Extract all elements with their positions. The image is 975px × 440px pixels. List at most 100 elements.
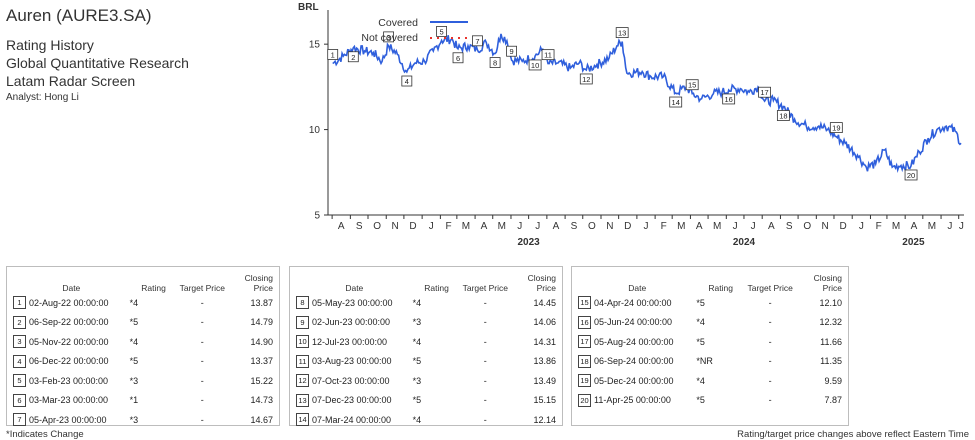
rating-marker-box bbox=[541, 49, 555, 61]
y-axis-unit-label: BRL bbox=[298, 2, 319, 13]
table-row: 15 04-Apr-24 00:00:00 *5-12.10 bbox=[578, 293, 842, 313]
x-month-label: N bbox=[822, 221, 829, 232]
header-date: Date bbox=[62, 283, 81, 293]
rating-marker-label: 7 bbox=[475, 37, 479, 46]
rating-marker-label: 5 bbox=[439, 27, 443, 36]
x-year-label: 2025 bbox=[902, 237, 925, 248]
x-month-label: M bbox=[713, 221, 721, 232]
y-tick-label: 5 bbox=[314, 211, 320, 222]
row-number-box: 19 bbox=[578, 374, 591, 388]
row-number-box: 15 bbox=[578, 296, 591, 310]
row-number-box: 10 bbox=[296, 335, 309, 349]
row-date: 05-Nov-22 00:00:00 bbox=[29, 336, 109, 347]
row-target-price: - bbox=[768, 356, 772, 367]
x-month-label: M bbox=[677, 221, 685, 232]
row-date: 12-Jul-23 00:00:00 bbox=[312, 336, 388, 347]
table-row: 14 07-Mar-24 00:00:00 *4-12.14 bbox=[296, 410, 556, 430]
x-month-label: A bbox=[338, 221, 345, 232]
rating-marker-box bbox=[506, 45, 517, 57]
row-date-cell: 9 02-Jun-23 00:00:00 bbox=[296, 315, 413, 329]
row-date-cell: 3 05-Nov-22 00:00:00 bbox=[13, 335, 130, 349]
row-target-price: - bbox=[483, 297, 487, 308]
row-number-box: 8 bbox=[296, 296, 309, 310]
row-date-cell: 16 05-Jun-24 00:00:00 bbox=[578, 315, 696, 329]
row-date-cell: 14 07-Mar-24 00:00:00 bbox=[296, 413, 413, 427]
rating-marker-label: 6 bbox=[456, 54, 460, 63]
rating-marker-box bbox=[327, 49, 339, 60]
header-date: Date bbox=[628, 283, 647, 293]
rating-marker-box bbox=[722, 93, 736, 105]
header-rating: Rating bbox=[424, 283, 449, 293]
table-row: 11 03-Aug-23 00:00:00 *5-13.86 bbox=[296, 352, 556, 372]
row-date: 05-Aug-24 00:00:00 bbox=[594, 336, 674, 347]
row-date: 03-Feb-23 00:00:00 bbox=[29, 375, 109, 386]
rating-marker-box bbox=[579, 73, 593, 85]
row-date-cell: 17 05-Aug-24 00:00:00 bbox=[578, 335, 696, 349]
y-tick-label: 10 bbox=[309, 125, 321, 136]
row-date-cell: 11 03-Aug-23 00:00:00 bbox=[296, 354, 413, 368]
table-row: 6 03-Mar-23 00:00:00 *1-14.73 bbox=[13, 391, 273, 411]
row-date-cell: 13 07-Dec-23 00:00:00 bbox=[296, 393, 413, 407]
row-rating: *5 bbox=[129, 317, 139, 328]
x-month-label: A bbox=[481, 221, 488, 232]
row-date-cell: 8 05-May-23 00:00:00 bbox=[296, 296, 413, 310]
rating-marker-box bbox=[452, 52, 464, 64]
row-rating: *4 bbox=[412, 297, 422, 308]
table-row: 7 05-Apr-23 00:00:00 *3-14.67 bbox=[13, 410, 273, 430]
rating-marker-label: 1 bbox=[331, 50, 335, 59]
x-month-label: N bbox=[391, 221, 398, 232]
rating-marker-box bbox=[829, 122, 843, 133]
row-rating: *5 bbox=[696, 395, 705, 406]
table-row: 5 03-Feb-23 00:00:00 *3-15.22 bbox=[13, 371, 273, 391]
table-row: 1 02-Aug-22 00:00:00 *4-13.87 bbox=[13, 293, 273, 313]
x-month-label: M bbox=[928, 221, 936, 232]
row-date: 06-Sep-22 00:00:00 bbox=[29, 317, 109, 328]
rating-marker-box bbox=[758, 86, 771, 98]
row-target-price: - bbox=[483, 395, 487, 406]
rating-marker-label: 3 bbox=[387, 33, 391, 42]
table-row: 10 12-Jul-23 00:00:00 *4-14.31 bbox=[296, 332, 556, 352]
row-closing-price: 12.32 bbox=[819, 317, 842, 328]
row-target-price: - bbox=[200, 297, 204, 308]
row-number-box: 9 bbox=[296, 315, 309, 329]
row-date-cell: 19 05-Dec-24 00:00:00 bbox=[578, 374, 696, 388]
row-date-cell: 5 03-Feb-23 00:00:00 bbox=[13, 374, 130, 388]
company-title: Auren (AURE3.SA) bbox=[6, 6, 152, 25]
rating-marker-box bbox=[401, 75, 413, 87]
x-month-label: O bbox=[803, 221, 811, 232]
x-month-label: D bbox=[839, 221, 846, 232]
rating-marker-label: 2 bbox=[351, 53, 355, 62]
x-month-label: J bbox=[947, 221, 952, 232]
table-header: Date Rating Target Price Closing Price bbox=[296, 271, 556, 293]
row-closing-price: 12.14 bbox=[533, 414, 556, 425]
row-target-price: - bbox=[768, 317, 772, 328]
report-header: Auren (AURE3.SA) Rating History Global Q… bbox=[6, 6, 286, 103]
row-target-price: - bbox=[483, 356, 487, 367]
row-closing-price: 12.10 bbox=[819, 297, 842, 308]
row-target-price: - bbox=[200, 414, 204, 425]
footnote-change: *Indicates Change bbox=[6, 429, 84, 440]
row-date-cell: 12 07-Oct-23 00:00:00 bbox=[296, 374, 413, 388]
row-date: 07-Dec-23 00:00:00 bbox=[312, 395, 392, 406]
rating-marker-box bbox=[383, 31, 394, 43]
row-closing-price: 11.66 bbox=[820, 336, 842, 347]
x-month-label: A bbox=[911, 221, 918, 232]
row-target-price: - bbox=[200, 317, 204, 328]
table-row: 19 05-Dec-24 00:00:00 *4-9.59 bbox=[578, 371, 842, 391]
row-closing-price: 7.87 bbox=[824, 395, 842, 406]
row-target-price: - bbox=[483, 375, 487, 386]
row-target-price: - bbox=[768, 336, 772, 347]
x-month-label: M bbox=[892, 221, 900, 232]
rating-marker-box bbox=[776, 110, 790, 121]
row-rating: *5 bbox=[696, 297, 705, 308]
rating-marker-box bbox=[347, 51, 359, 63]
header-target-price: Target Price bbox=[747, 283, 793, 293]
row-number-box: 17 bbox=[578, 335, 591, 349]
row-date-cell: 7 05-Apr-23 00:00:00 bbox=[13, 413, 130, 427]
row-number-box: 3 bbox=[13, 335, 26, 349]
header-date: Date bbox=[345, 283, 364, 293]
legend-not-covered-label: Not covered bbox=[361, 32, 418, 44]
row-target-price: - bbox=[768, 375, 772, 386]
footnote-timezone: Rating/target price changes above reflec… bbox=[737, 429, 969, 440]
row-closing-price: 13.37 bbox=[250, 356, 273, 367]
